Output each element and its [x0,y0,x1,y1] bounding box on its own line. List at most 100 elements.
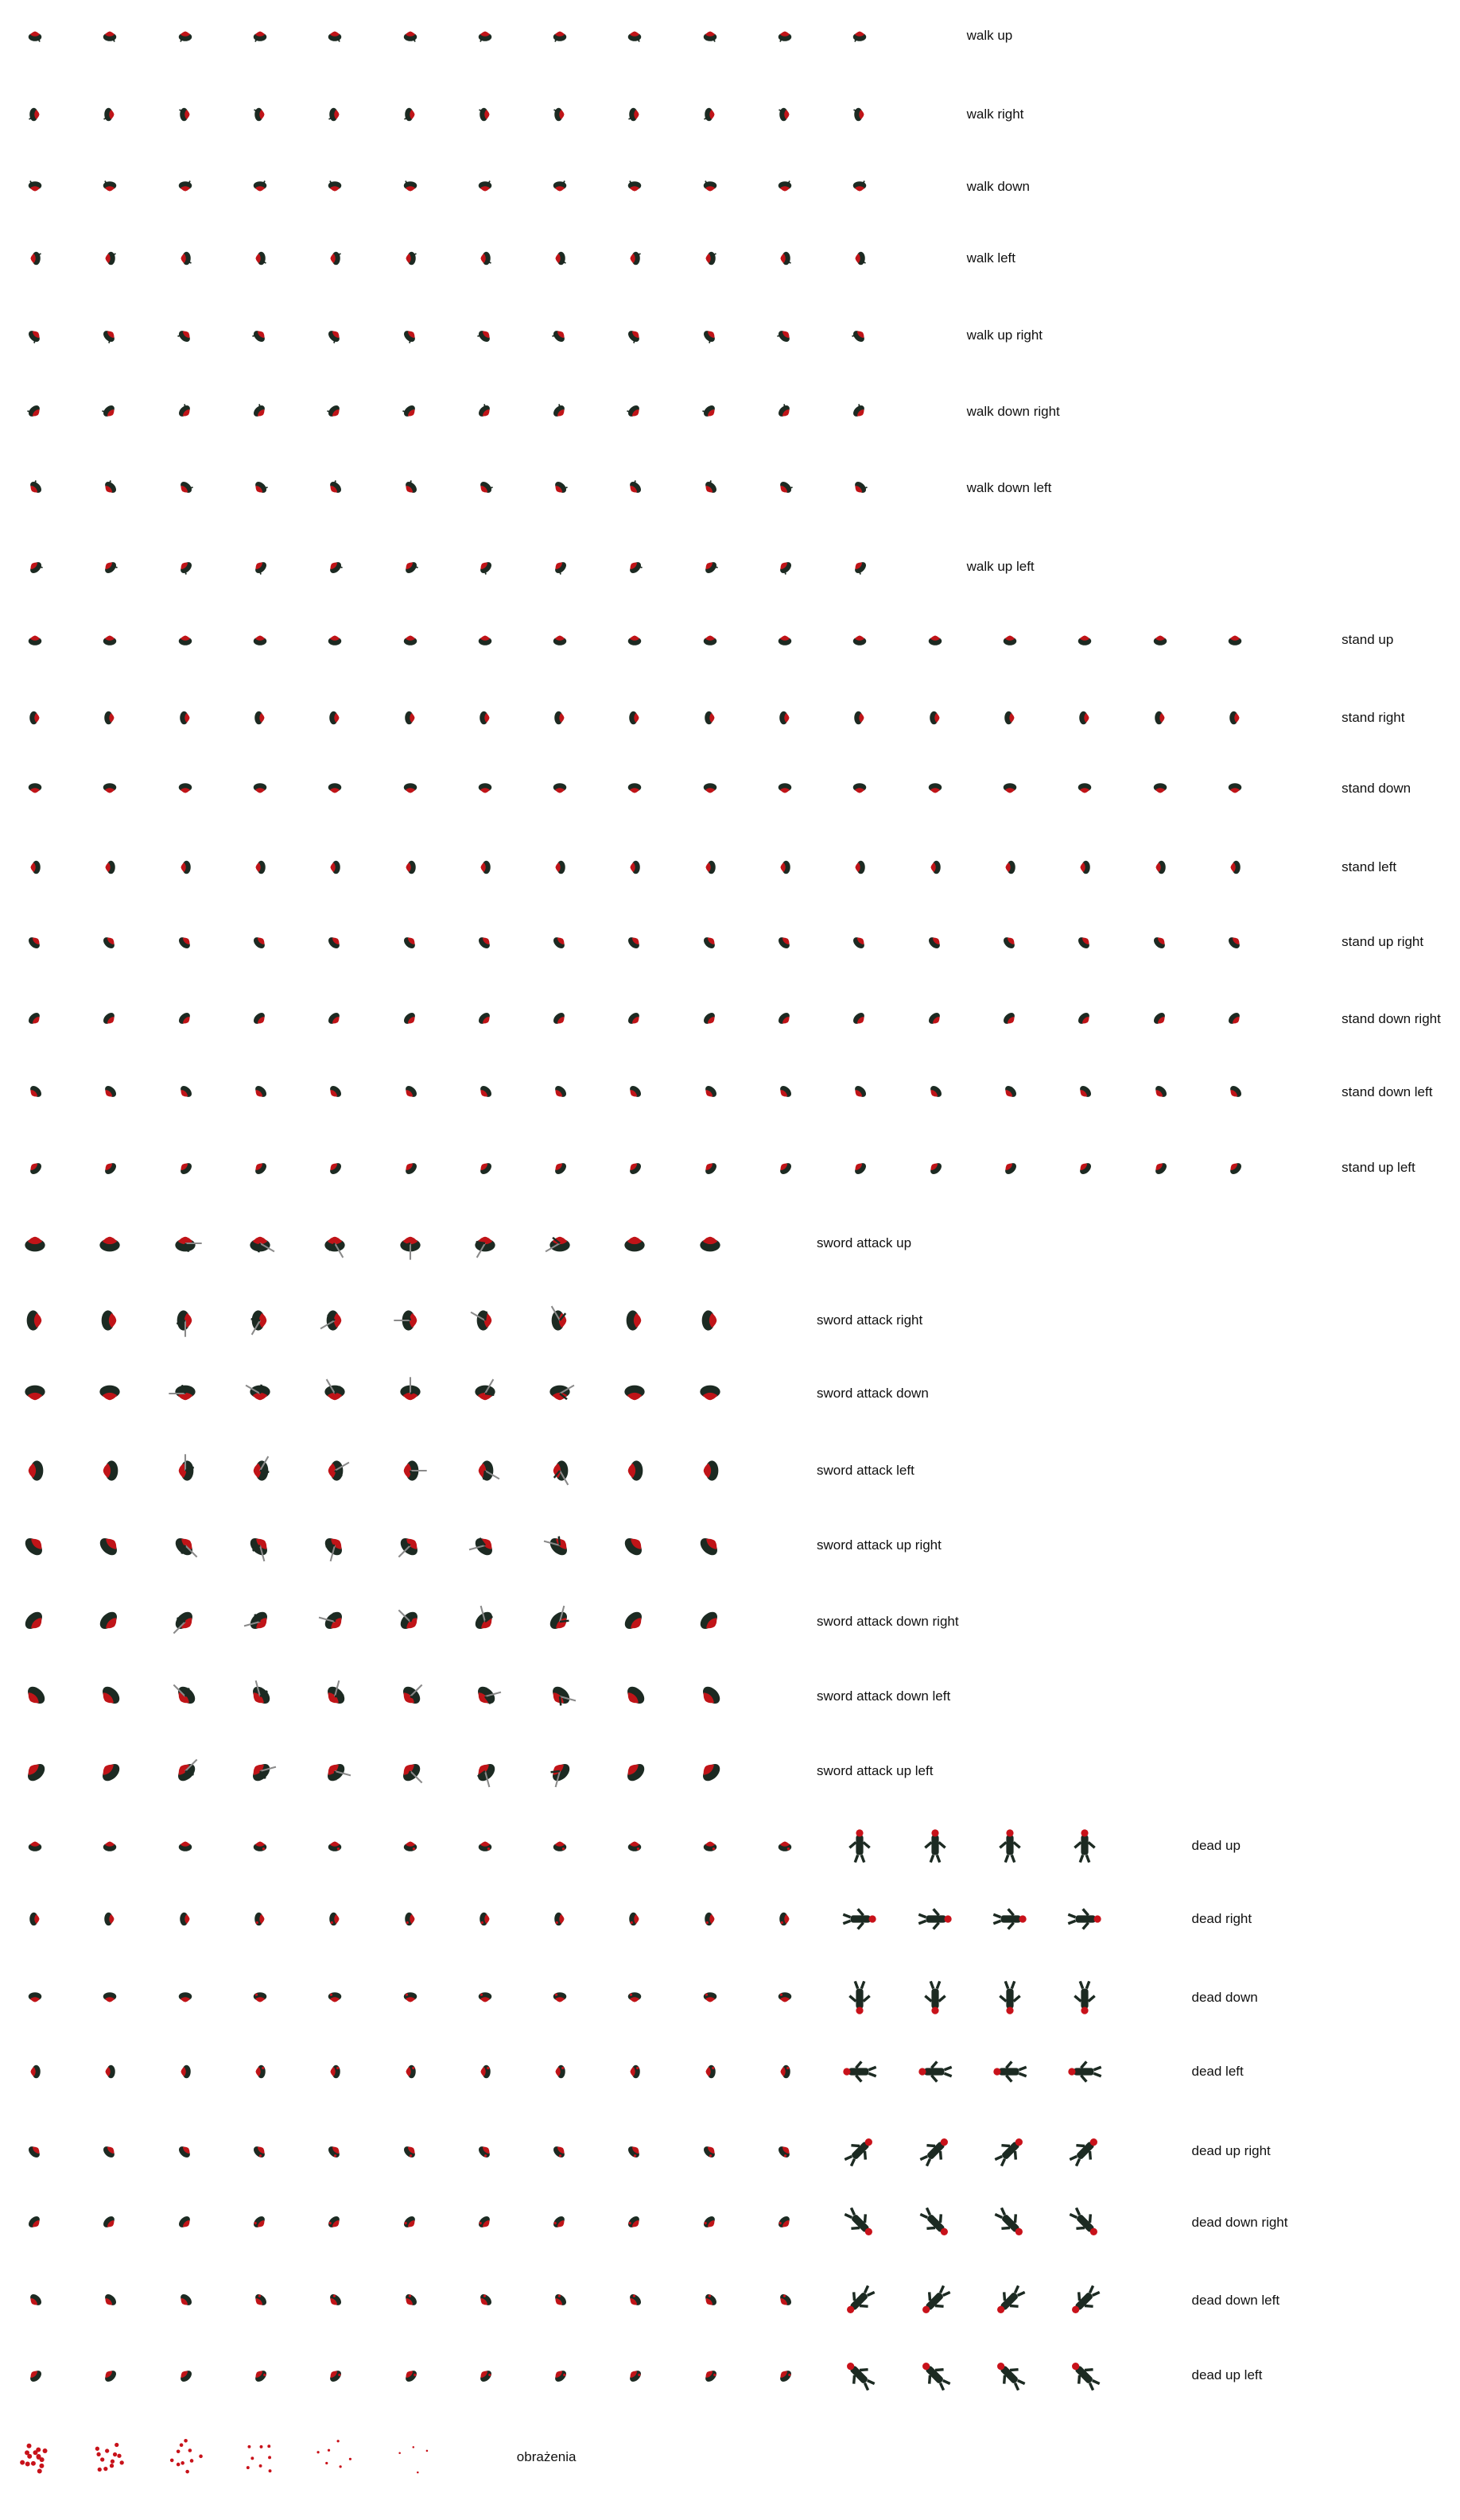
dead-sprite-frame [698,2139,722,2163]
dead-sprite-frame [841,1901,878,1937]
dead-sprite-frame [1066,2204,1103,2241]
dead-sprite-frame [323,2211,347,2235]
attack-sprite-frame [692,1753,728,1789]
animation-row-label: dead down right [1191,2215,1288,2230]
walk-sprite-frame [548,400,572,424]
walk-sprite-frame [323,400,347,424]
attack-sprite-frame [692,1678,728,1715]
walk-sprite-frame [623,555,647,579]
animation-row-label: walk right [966,107,1024,122]
attack-sprite-frame [467,1527,503,1564]
attack-sprite-frame [392,1375,429,1412]
dead-sprite-frame [248,2060,272,2084]
animation-row-label: walk down [966,179,1030,194]
attack-sprite-frame [392,1527,429,1564]
animation-row-label: dead down left [1191,2293,1280,2308]
dead-sprite-frame [98,2211,122,2235]
animation-row-label: sword attack down left [817,1688,951,1704]
walk-sprite-frame [23,24,47,48]
stand-sprite-frame [848,1156,872,1180]
walk-sprite-frame [698,476,722,500]
walk-sprite-frame [23,324,47,347]
walk-sprite-frame [23,246,47,270]
attack-sprite-frame [167,1375,204,1412]
dead-sprite-frame [473,2060,497,2084]
dead-sprite-frame [473,2139,497,2163]
dead-sprite-frame [623,1907,647,1931]
stand-sprite-frame [1223,628,1247,652]
stand-sprite-frame [398,777,422,801]
walk-sprite-frame [173,400,197,424]
dead-sprite-frame [248,2363,272,2387]
stand-sprite-frame [623,855,647,879]
walk-sprite-frame [23,175,47,199]
stand-sprite-frame [398,1080,422,1104]
walk-sprite-frame [98,175,122,199]
dead-sprite-frame [1066,2357,1103,2394]
stand-sprite-frame [473,1080,497,1104]
animation-row-label: walk down left [966,480,1052,495]
walk-sprite-frame [98,324,122,347]
dead-sprite-frame [1066,2282,1103,2319]
walk-sprite-frame [773,246,797,270]
walk-sprite-frame [23,103,47,126]
stand-sprite-frame [323,1156,347,1180]
dead-sprite-frame [917,2204,953,2241]
dead-sprite-frame [173,2211,197,2235]
attack-sprite-frame [616,1452,653,1489]
attack-sprite-frame [542,1753,578,1789]
stand-sprite-frame [398,628,422,652]
stand-sprite-frame [248,855,272,879]
dead-sprite-frame [173,2139,197,2163]
walk-sprite-frame [848,246,872,270]
stand-sprite-frame [323,930,347,954]
attack-sprite-frame [167,1753,204,1789]
walk-sprite-frame [248,476,272,500]
attack-sprite-frame [316,1452,353,1489]
dead-sprite-frame [1066,2053,1103,2090]
walk-sprite-frame [773,103,797,126]
animation-row-label: dead left [1191,2064,1244,2079]
dead-sprite-frame [773,2139,797,2163]
dead-sprite-frame [917,1979,953,2016]
stand-sprite-frame [1073,1080,1097,1104]
walk-sprite-frame [548,555,572,579]
dead-sprite-frame [623,2211,647,2235]
walk-sprite-frame [548,24,572,48]
stand-sprite-frame [698,777,722,801]
walk-sprite-frame [398,324,422,347]
stand-sprite-frame [1148,777,1172,801]
walk-sprite-frame [323,24,347,48]
attack-sprite-frame [17,1527,53,1564]
dead-sprite-frame [698,2363,722,2387]
walk-sprite-frame [773,324,797,347]
dead-sprite-frame [473,1986,497,2010]
stand-sprite-frame [23,706,47,730]
stand-sprite-frame [773,1007,797,1031]
dead-sprite-frame [398,2211,422,2235]
stand-sprite-frame [323,1007,347,1031]
attack-sprite-frame [392,1603,429,1640]
stand-sprite-frame [623,1080,647,1104]
stand-sprite-frame [548,1156,572,1180]
attack-sprite-frame [17,1375,53,1412]
dead-sprite-frame [992,1979,1028,2016]
stand-sprite-frame [248,706,272,730]
stand-sprite-frame [23,628,47,652]
walk-sprite-frame [473,103,497,126]
attack-sprite-frame [316,1225,353,1262]
stand-sprite-frame [98,930,122,954]
animation-row-label: stand up right [1342,934,1424,949]
dead-sprite-frame [23,1907,47,1931]
dead-sprite-frame [323,1834,347,1858]
walk-sprite-frame [173,555,197,579]
attack-sprite-frame [316,1375,353,1412]
stand-sprite-frame [773,1156,797,1180]
attack-sprite-frame [392,1225,429,1262]
stand-sprite-frame [98,1080,122,1104]
animation-row-label: sword attack up left [817,1763,934,1778]
attack-sprite-frame [242,1302,278,1339]
stand-sprite-frame [548,706,572,730]
walk-sprite-frame [623,476,647,500]
stand-sprite-frame [98,1156,122,1180]
